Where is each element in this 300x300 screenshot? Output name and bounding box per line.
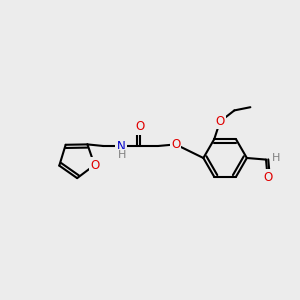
Text: N: N: [117, 140, 125, 152]
Text: H: H: [118, 150, 126, 160]
Text: O: O: [90, 158, 99, 172]
Text: O: O: [215, 115, 225, 128]
Text: H: H: [272, 153, 281, 163]
Text: O: O: [171, 138, 180, 151]
Text: O: O: [263, 171, 272, 184]
Text: O: O: [135, 120, 144, 133]
